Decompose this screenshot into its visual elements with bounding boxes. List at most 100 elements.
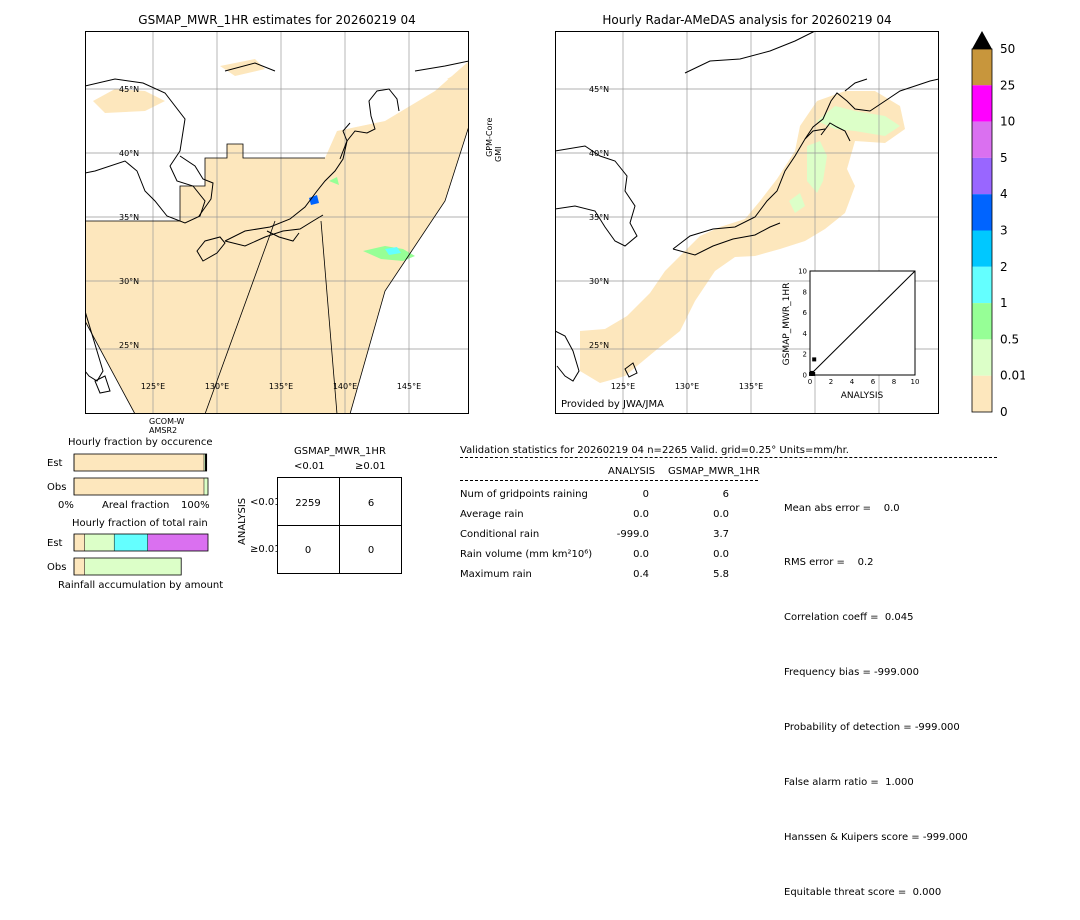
occurrence-segment — [74, 478, 204, 495]
row-gsmap-value: 5.8 — [713, 569, 729, 580]
colorbar-extend-triangle — [972, 31, 992, 49]
row-label: Average rain — [460, 509, 524, 520]
left-rain-patch-2 — [385, 247, 401, 255]
contingency-cell: 0 — [368, 545, 374, 556]
occurrence-segment — [205, 454, 207, 471]
col-analysis: ANALYSIS — [608, 466, 656, 477]
colorbar-label: 4 — [1000, 187, 1008, 201]
row-label: Rain volume (mm km²10⁶) — [460, 549, 593, 560]
validation-row: Average rain 0.0 0.0 — [460, 509, 760, 529]
sat-bottom-line1: GCOM-W — [149, 417, 185, 426]
contingency-title: GSMAP_MWR_1HR — [294, 446, 386, 457]
score-line: RMS error = 0.2 — [784, 557, 874, 569]
colorbar-label: 0.5 — [1000, 332, 1019, 346]
colorbar-label: 0.01 — [1000, 369, 1025, 383]
row-analysis-value: 0.0 — [633, 549, 649, 560]
sat-label-bottom: GCOM-W AMSR2 — [149, 417, 184, 435]
rain-fraction-frame — [73, 557, 182, 576]
rain-fraction-segment — [147, 534, 208, 551]
occurrence-bars: Est Obs — [47, 453, 209, 496]
occurrence-category-label: Obs — [47, 482, 66, 493]
validation-rule-top — [460, 457, 997, 458]
one-to-one-line — [809, 270, 916, 376]
lon-label: 125°E — [611, 382, 635, 391]
colorbar-segment — [972, 266, 992, 304]
rain-fraction-xlabel: Rainfall accumulation by amount — [58, 580, 224, 591]
scatter-ytick: 8 — [803, 288, 807, 296]
contingency-grid: 2259 6 0 0 — [277, 477, 402, 574]
rain-fraction-segment — [84, 534, 115, 551]
left-map-title: GSMAP_MWR_1HR estimates for 20260219 04 — [138, 13, 416, 27]
rain-fraction-category-label: Obs — [47, 562, 66, 573]
validation-row: Conditional rain -999.0 3.7 — [460, 529, 760, 549]
colorbar-label: 25 — [1000, 78, 1015, 92]
right-lat-labels: 45°N 40°N 35°N 30°N 25°N — [589, 85, 609, 350]
score-line: Correlation coeff = 0.045 — [784, 612, 914, 624]
rain-fraction-category-label: Est — [47, 538, 63, 549]
lat-label: 40°N — [589, 149, 609, 158]
lat-label: 45°N — [119, 85, 139, 94]
validation-row: Maximum rain 0.4 5.8 — [460, 569, 760, 589]
rain-fraction-bars: Est Obs — [47, 533, 209, 576]
scatter-ytick: 2 — [803, 351, 807, 359]
occurrence-frame — [73, 453, 208, 472]
contingency-col-ge: ≥0.01 — [355, 461, 386, 472]
score-line: Mean abs error = 0.0 — [784, 502, 900, 514]
colorbar-segment — [972, 230, 992, 267]
sat-bottom-line2: AMSR2 — [149, 426, 178, 435]
right-map-title: Hourly Radar-AMeDAS analysis for 2026021… — [602, 13, 892, 27]
lat-label: 30°N — [589, 277, 609, 286]
left-lon-labels: 125°E 130°E 135°E 140°E 145°E — [141, 382, 421, 391]
scatter-ytick: 6 — [803, 309, 808, 317]
colorbar-label: 10 — [1000, 115, 1015, 129]
radar-light-rain-3 — [789, 193, 805, 213]
row-analysis-value: 0.0 — [633, 509, 649, 520]
scatter-xtick: 10 — [911, 378, 920, 386]
left-lat-labels: 45°N 40°N 35°N 30°N 25°N — [119, 85, 139, 350]
row-label: Maximum rain — [460, 569, 532, 580]
contingency-col-lt: <0.01 — [294, 461, 325, 472]
scatter-xtick: 2 — [829, 378, 833, 386]
occurrence-category-label: Est — [47, 458, 63, 469]
left-swath-edges — [85, 125, 469, 414]
right-lon-labels: 125°E 130°E 135°E — [611, 382, 763, 391]
contingency-cell: 6 — [368, 498, 374, 509]
colorbar-segment — [972, 157, 992, 195]
colorbar-label: 5 — [1000, 151, 1008, 165]
row-gsmap-value: 0.0 — [713, 549, 729, 560]
scatter-xlabel: ANALYSIS — [841, 391, 884, 401]
row-gsmap-value: 3.7 — [713, 529, 729, 540]
row-label: Num of gridpoints raining — [460, 489, 588, 500]
lon-label: 135°E — [739, 382, 763, 391]
occurrence-frame — [73, 477, 209, 496]
scatter-ytick: 4 — [803, 330, 808, 338]
contingency-row-axis: ANALYSIS — [237, 497, 248, 545]
left-swath-topleft — [93, 89, 165, 113]
rain-fraction-segment — [74, 534, 85, 551]
lat-label: 25°N — [589, 341, 609, 350]
scatter-xtick: 6 — [871, 378, 876, 386]
left-swath-area — [85, 61, 469, 414]
scatter-inset: 00 2 2 4 4 6 6 8 8 10 10 ANALYSIS GSMAP_MWR_1HR — [782, 268, 920, 402]
score-line: Hanssen & Kuipers score = -999.000 — [784, 831, 968, 843]
contingency-row-lt: <0.01 — [250, 497, 281, 508]
validation-row: Num of gridpoints raining 0 6 — [460, 489, 760, 509]
row-gsmap-value: 0.0 — [713, 509, 729, 520]
score-list: Mean abs error = 0.0 RMS error = 0.2 Cor… — [784, 463, 968, 920]
colorbar-label: 2 — [1000, 260, 1008, 274]
occurrence-xmax: 100% — [181, 500, 210, 511]
colorbar-label: 50 — [1000, 42, 1015, 56]
validation-rule-cols — [460, 480, 758, 481]
validation-row: Rain volume (mm km²10⁶) 0.0 0.0 — [460, 549, 760, 569]
contingency-cell: 2259 — [295, 498, 320, 509]
validation-header: Validation statistics for 20260219 04 n=… — [460, 445, 849, 456]
scatter-point — [811, 371, 816, 376]
occurrence-segment — [203, 454, 206, 471]
occurrence-title: Hourly fraction by occurence — [68, 437, 213, 448]
scatter-ylabel: GSMAP_MWR_1HR — [782, 283, 792, 366]
left-swath-ne — [447, 67, 469, 83]
colorbar-segment — [972, 194, 992, 231]
lon-label: 145°E — [397, 382, 421, 391]
left-coastlines — [85, 60, 469, 394]
rain-fraction-title: Hourly fraction of total rain — [72, 518, 208, 529]
